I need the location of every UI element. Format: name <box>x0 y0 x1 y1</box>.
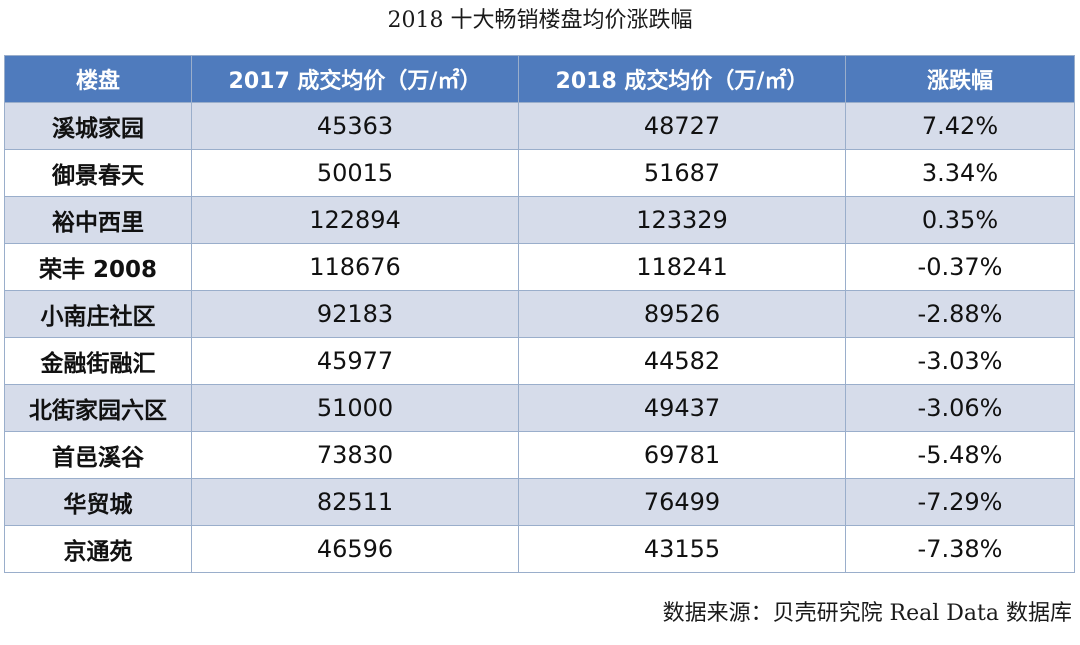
change-cell: 0.35% <box>845 196 1075 244</box>
change-cell: -0.37% <box>845 243 1075 291</box>
price-2018-cell: 76499 <box>518 478 846 526</box>
table-row: 溪城家园 45363 48727 7.42% <box>4 102 1075 150</box>
change-cell: -3.03% <box>845 337 1075 385</box>
data-source-note: 数据来源：贝壳研究院 Real Data 数据库 <box>662 601 1072 626</box>
header-cell-price-2017: 2017 成交均价（万/㎡） <box>191 55 519 103</box>
estate-name-cell: 裕中西里 <box>4 196 192 244</box>
header-cell-price-2018: 2018 成交均价（万/㎡） <box>518 55 846 103</box>
price-2018-cell: 89526 <box>518 290 846 338</box>
change-cell: 7.42% <box>845 102 1075 150</box>
price-2017-cell: 92183 <box>191 290 519 338</box>
header-cell-change: 涨跌幅 <box>845 55 1075 103</box>
price-2018-cell: 69781 <box>518 431 846 479</box>
estate-name-cell: 京通苑 <box>4 525 192 573</box>
price-2018-cell: 48727 <box>518 102 846 150</box>
table-row: 荣丰 2008 118676 118241 -0.37% <box>4 243 1075 291</box>
price-2017-cell: 73830 <box>191 431 519 479</box>
price-2018-cell: 49437 <box>518 384 846 432</box>
estate-name-cell: 溪城家园 <box>4 102 192 150</box>
table-row: 裕中西里 122894 123329 0.35% <box>4 196 1075 244</box>
estate-name-cell: 首邑溪谷 <box>4 431 192 479</box>
estate-name-cell: 北街家园六区 <box>4 384 192 432</box>
table-row: 华贸城 82511 76499 -7.29% <box>4 478 1075 526</box>
price-2018-cell: 43155 <box>518 525 846 573</box>
estate-name-cell: 荣丰 2008 <box>4 243 192 291</box>
price-2017-cell: 51000 <box>191 384 519 432</box>
estate-name-cell: 金融街融汇 <box>4 337 192 385</box>
estate-name-cell: 御景春天 <box>4 149 192 197</box>
table-row: 首邑溪谷 73830 69781 -5.48% <box>4 431 1075 479</box>
price-2018-cell: 51687 <box>518 149 846 197</box>
change-cell: -2.88% <box>845 290 1075 338</box>
header-cell-estate: 楼盘 <box>4 55 192 103</box>
price-2017-cell: 122894 <box>191 196 519 244</box>
price-2017-cell: 50015 <box>191 149 519 197</box>
table-row: 御景春天 50015 51687 3.34% <box>4 149 1075 197</box>
change-cell: -3.06% <box>845 384 1075 432</box>
change-cell: -5.48% <box>845 431 1075 479</box>
table-row: 京通苑 46596 43155 -7.38% <box>4 525 1075 573</box>
price-2017-cell: 45977 <box>191 337 519 385</box>
table-row: 北街家园六区 51000 49437 -3.06% <box>4 384 1075 432</box>
estate-name-cell: 华贸城 <box>4 478 192 526</box>
price-2018-cell: 44582 <box>518 337 846 385</box>
table-title: 2018 十大畅销楼盘均价涨跌幅 <box>387 8 693 33</box>
change-cell: -7.38% <box>845 525 1075 573</box>
change-cell: -7.29% <box>845 478 1075 526</box>
change-cell: 3.34% <box>845 149 1075 197</box>
price-2018-cell: 118241 <box>518 243 846 291</box>
table-header-row: 楼盘 2017 成交均价（万/㎡） 2018 成交均价（万/㎡） 涨跌幅 <box>4 55 1075 103</box>
estate-name-cell: 小南庄社区 <box>4 290 192 338</box>
price-2017-cell: 46596 <box>191 525 519 573</box>
table-row: 小南庄社区 92183 89526 -2.88% <box>4 290 1075 338</box>
table-body: 溪城家园 45363 48727 7.42% 御景春天 50015 51687 … <box>4 102 1075 573</box>
price-2017-cell: 45363 <box>191 102 519 150</box>
price-2017-cell: 82511 <box>191 478 519 526</box>
price-change-table: 楼盘 2017 成交均价（万/㎡） 2018 成交均价（万/㎡） 涨跌幅 溪城家… <box>4 55 1075 573</box>
table-row: 金融街融汇 45977 44582 -3.03% <box>4 337 1075 385</box>
price-2017-cell: 118676 <box>191 243 519 291</box>
price-2018-cell: 123329 <box>518 196 846 244</box>
